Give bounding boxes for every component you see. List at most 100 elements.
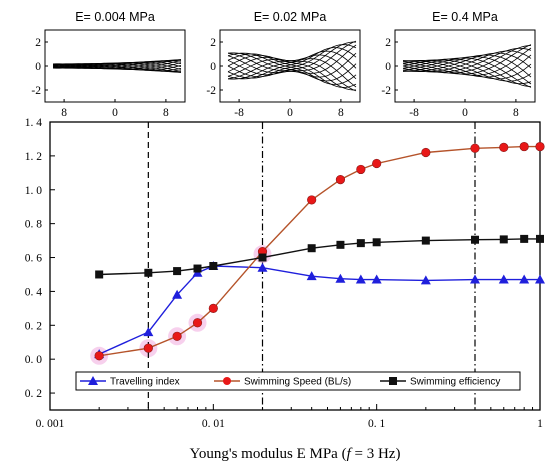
- inset-ytick-label: -2: [206, 85, 216, 97]
- body-wave-line: [227, 47, 357, 80]
- inset-xtick-label: -8: [234, 107, 244, 119]
- data-point: [335, 273, 346, 283]
- inset-ytick-label: 2: [210, 37, 216, 49]
- inset-xtick-label: 8: [513, 107, 519, 119]
- legend-marker: [223, 377, 231, 385]
- inset-panel: E= 0.4 MPa 2 0 -2 -8 0 8: [381, 10, 536, 119]
- series-2: [95, 234, 544, 279]
- body-wave-line: [402, 45, 532, 74]
- legend-marker: [389, 377, 397, 385]
- legend-label: Swimming Speed (BL/s): [244, 377, 351, 388]
- data-point: [306, 271, 317, 281]
- body-wave-line: [402, 44, 532, 75]
- inset-ytick-label: 2: [385, 37, 391, 49]
- data-point: [172, 289, 183, 299]
- legend-label: Travelling index: [110, 377, 180, 388]
- data-point: [192, 318, 203, 328]
- data-point: [499, 235, 508, 244]
- series-1: [94, 141, 545, 361]
- data-point: [209, 262, 218, 270]
- data-point: [172, 331, 182, 341]
- body-wave-line: [402, 47, 532, 76]
- data-point: [536, 234, 544, 243]
- legend-marker: [88, 376, 98, 385]
- series-line: [99, 238, 540, 276]
- data-point: [193, 264, 202, 273]
- body-wave-line: [402, 52, 532, 72]
- inset-xtick-label: 8: [61, 107, 67, 119]
- data-point: [257, 262, 268, 272]
- data-point: [143, 343, 153, 353]
- body-wave-line: [402, 50, 532, 72]
- inset-title: E= 0.4 MPa: [432, 10, 498, 24]
- inset-panel: E= 0.004 MPa 2 0 -2 8 0 8: [31, 10, 186, 119]
- data-point: [143, 327, 154, 337]
- x-axis-label-tail: = 3 Hz): [351, 446, 401, 462]
- data-point: [520, 234, 529, 243]
- y-tick-label: 0. 2: [25, 388, 43, 400]
- data-point: [144, 268, 153, 277]
- inset-ytick-label: -2: [381, 85, 391, 97]
- body-wave-line: [227, 52, 357, 85]
- y-tick-label: 1. 4: [25, 117, 43, 129]
- body-wave-line: [402, 57, 532, 88]
- data-point: [356, 164, 366, 175]
- y-tick-label: 1. 0: [25, 185, 43, 197]
- inset-ytick-label: -2: [31, 85, 41, 97]
- inset-ytick-label: 0: [385, 61, 391, 73]
- body-wave-line: [52, 62, 182, 73]
- legend-box: [75, 371, 521, 391]
- x-axis-label-main: Young's modulus E MPa (: [190, 446, 347, 462]
- inset-frame: [219, 29, 361, 103]
- y-tick-label: 0. 0: [25, 354, 43, 366]
- data-point: [307, 195, 317, 205]
- body-wave-line: [227, 40, 357, 76]
- inset-ytick-label: 2: [35, 37, 41, 49]
- body-wave-line: [402, 60, 532, 82]
- data-point: [372, 158, 382, 169]
- data-point: [421, 147, 431, 158]
- x-axis-label-f: f: [347, 446, 353, 462]
- data-point: [535, 274, 545, 284]
- data-point: [173, 267, 182, 276]
- body-wave-line: [227, 58, 357, 88]
- data-point: [519, 141, 529, 152]
- y-tick-label: 1. 2: [25, 151, 43, 163]
- data-point: [94, 351, 104, 361]
- data-point: [336, 240, 345, 249]
- data-point: [355, 274, 366, 284]
- data-point: [335, 175, 346, 185]
- x-tick-label: 0. 01: [202, 418, 225, 430]
- plot-frame: [49, 121, 541, 411]
- y-tick-label: 0. 8: [25, 219, 43, 231]
- data-point: [470, 143, 480, 153]
- x-tick-label: 1: [537, 418, 543, 430]
- data-point: [498, 274, 509, 284]
- x-axis-label: Young's modulus E MPa (f = 3 Hz): [190, 446, 401, 462]
- inset-xtick-label: 8: [163, 107, 169, 119]
- data-point: [307, 244, 316, 253]
- inset-title: E= 0.02 MPa: [254, 10, 327, 24]
- body-wave-line: [402, 56, 532, 85]
- y-tick-label: 0. 6: [25, 253, 43, 265]
- body-wave-line: [402, 58, 532, 87]
- body-wave-line: [402, 60, 532, 80]
- data-point: [420, 275, 431, 285]
- data-point: [470, 274, 481, 284]
- inset-xtick-label: 8: [338, 107, 344, 119]
- body-wave-line: [52, 61, 182, 69]
- y-tick-label: 0. 2: [25, 320, 43, 332]
- data-point: [471, 235, 480, 244]
- x-tick-label: 0. 001: [36, 418, 65, 430]
- data-point: [356, 239, 365, 248]
- body-wave-line: [227, 44, 357, 74]
- data-point: [372, 238, 381, 247]
- data-point: [371, 274, 382, 284]
- main-chart: 1. 4 1. 2 1. 0 0. 8 0. 6 0. 4 0. 2 0. 0 0. 2 0. 0…: [25, 117, 545, 462]
- y-tick-label: 0. 4: [25, 286, 43, 298]
- inset-xtick-label: 0: [112, 107, 118, 119]
- series-line: [99, 145, 540, 357]
- data-point: [208, 303, 218, 313]
